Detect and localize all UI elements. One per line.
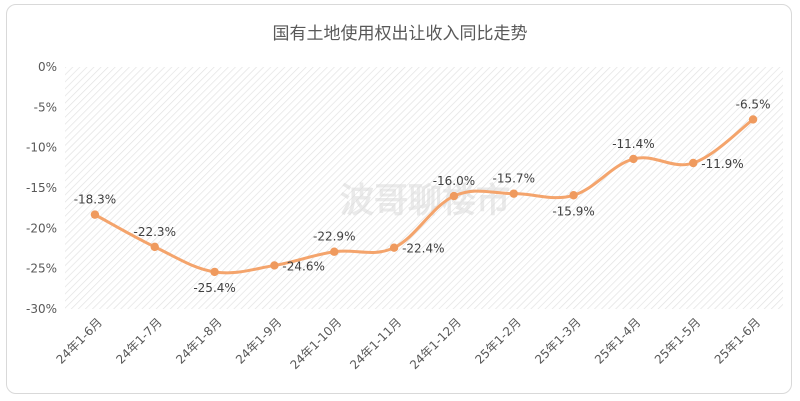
data-label: -22.3% — [134, 225, 176, 239]
data-point — [509, 189, 518, 198]
data-point — [748, 115, 758, 124]
y-tick-label: -5% — [34, 100, 57, 114]
y-tick-label: -10% — [26, 141, 57, 155]
x-tick-label: 24年1-12月 — [407, 315, 464, 372]
data-label: -11.4% — [612, 137, 654, 151]
y-tick-label: -25% — [26, 262, 57, 276]
data-point — [689, 158, 698, 168]
data-point — [270, 261, 279, 270]
data-label: -15.7% — [493, 172, 535, 186]
x-tick-label: 24年1-8月 — [173, 315, 225, 367]
y-tick-label: -30% — [26, 302, 57, 316]
data-label: -25.4% — [193, 281, 235, 295]
x-tick-label: 24年1-7月 — [113, 315, 165, 367]
data-point — [629, 154, 638, 164]
y-tick-label: -20% — [26, 221, 57, 235]
data-label: -11.9% — [701, 157, 743, 171]
data-label: -22.4% — [402, 242, 444, 256]
data-point — [90, 210, 100, 219]
data-label: -15.9% — [552, 204, 594, 218]
y-axis: 0% -5% -10% -15% -20% -25% -30% — [26, 60, 57, 316]
data-label: -6.5% — [736, 97, 771, 111]
watermark: 波哥聊楼市 — [340, 181, 510, 221]
data-labels: -18.3% -22.3% -25.4% -24.6% -22.9% -22.4% -16.… — [74, 97, 771, 294]
x-tick-label: 25年1-3月 — [532, 315, 584, 367]
data-point — [389, 243, 399, 252]
data-points — [90, 115, 758, 277]
chart-title: 国有土地使用权出让收入同比走势 — [273, 23, 528, 44]
plot-area — [65, 67, 783, 309]
x-tick-label: 25年1-2月 — [472, 315, 524, 367]
data-label: -22.9% — [313, 230, 355, 244]
data-label: -16.0% — [433, 174, 475, 188]
data-point — [150, 242, 159, 252]
x-tick-label: 24年1-6月 — [54, 315, 106, 367]
x-tick-label: 24年1-10月 — [287, 315, 344, 372]
data-point — [569, 191, 578, 200]
data-label: -24.6% — [282, 259, 324, 273]
chart-frame: 国有土地使用权出让收入同比走势 0% -5% -10% -15% -20% -25% -30… — [6, 4, 792, 394]
x-tick-label: 24年1-9月 — [233, 315, 285, 367]
x-tick-label: 25年1-5月 — [652, 315, 704, 367]
data-point — [210, 267, 219, 277]
x-tick-label: 25年1-6月 — [712, 315, 764, 367]
data-point — [449, 191, 459, 201]
data-point — [330, 247, 339, 256]
y-tick-label: -15% — [26, 181, 57, 195]
data-label: -18.3% — [74, 193, 116, 207]
x-axis: 24年1-6月 24年1-7月 24年1-8月 24年1-9月 24年1-10月 24年1… — [54, 315, 764, 372]
x-tick-label: 25年1-4月 — [592, 315, 644, 367]
y-tick-label: 0% — [38, 60, 57, 74]
x-tick-label: 24年1-11月 — [347, 315, 404, 372]
chart-svg: 国有土地使用权出让收入同比走势 0% -5% -10% -15% -20% -25% -30… — [26, 23, 783, 372]
series-line — [93, 117, 755, 275]
